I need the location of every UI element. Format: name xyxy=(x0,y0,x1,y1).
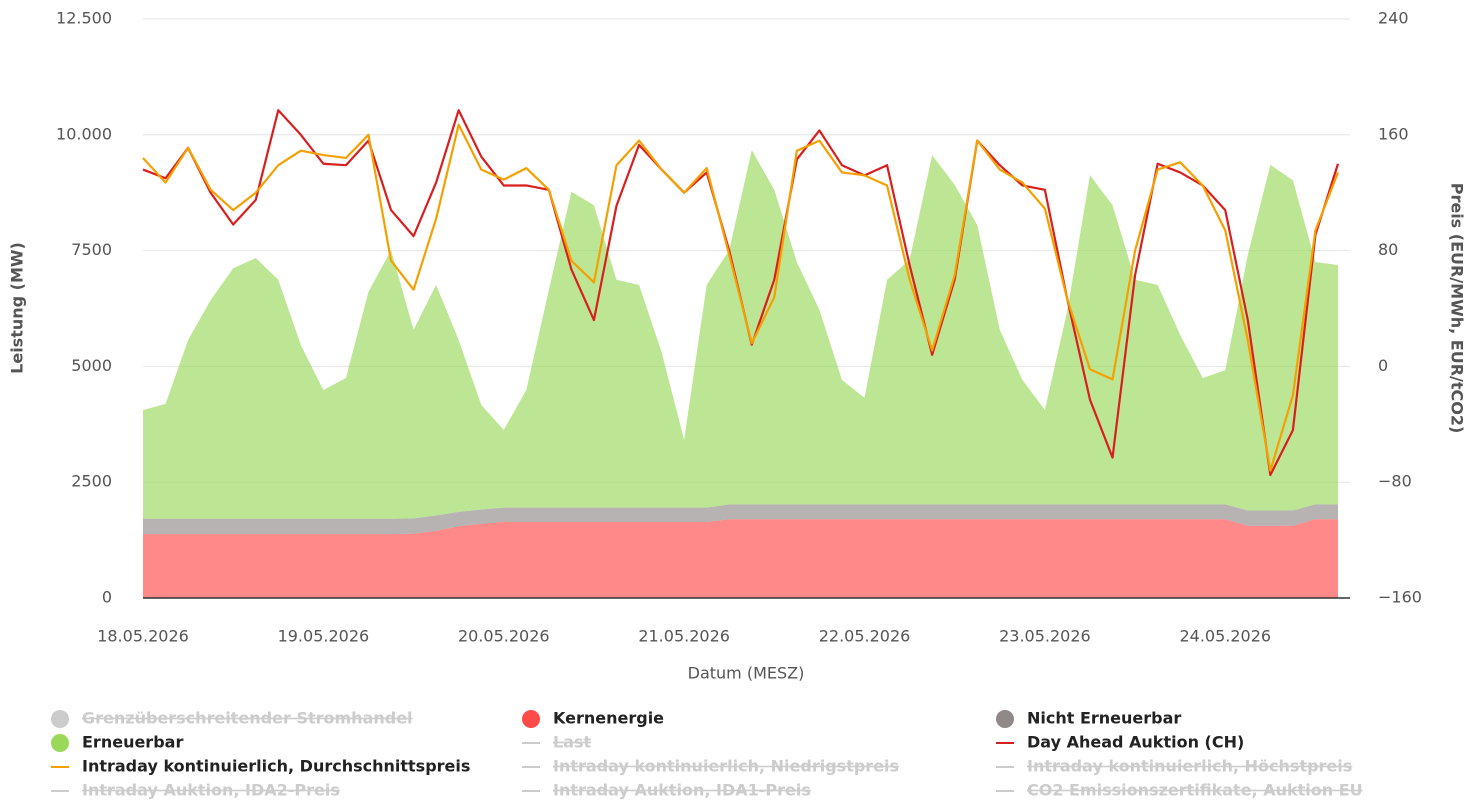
legend-item[interactable]: Last xyxy=(522,733,592,752)
y2-tick-label: 0 xyxy=(1378,356,1388,375)
price-line xyxy=(142,123,1340,472)
x-axis-title: Datum (MESZ) xyxy=(688,664,805,683)
legend-label: Erneuerbar xyxy=(82,733,183,752)
legend-label: Day Ahead Auktion (CH) xyxy=(1027,733,1244,752)
stacked-area xyxy=(143,150,1338,519)
legend-item[interactable]: Intraday kontinuierlich, Höchstpreis xyxy=(996,757,1352,776)
y-axis-title: Leistung (MW) xyxy=(8,242,27,374)
legend-symbol xyxy=(996,710,1014,728)
y-tick-label: 7500 xyxy=(71,240,112,259)
legend-item[interactable]: Erneuerbar xyxy=(51,733,183,753)
x-tick-label: 23.05.2026 xyxy=(999,627,1091,646)
legend-label: Intraday kontinuierlich, Niedrigstpreis xyxy=(553,757,899,776)
y-tick-label: 10.000 xyxy=(56,124,112,143)
legend-label: Intraday kontinuierlich, Durchschnittspr… xyxy=(82,757,470,776)
x-tick-label: 20.05.2026 xyxy=(458,627,550,646)
legend-label: Intraday kontinuierlich, Höchstpreis xyxy=(1027,757,1352,776)
x-tick-label: 24.05.2026 xyxy=(1179,627,1271,646)
legend-item[interactable]: Nicht Erneuerbar xyxy=(996,709,1181,729)
legend-label: Last xyxy=(553,733,592,752)
y-tick-label: 2500 xyxy=(71,472,112,491)
legend-item[interactable]: CO2 Emissionszertifikate, Auktion EU xyxy=(996,781,1363,800)
legend-item[interactable]: Intraday Auktion, IDA1-Preis xyxy=(522,781,811,800)
legend-label: Kernenergie xyxy=(553,709,664,728)
y2-tick-label: −80 xyxy=(1378,472,1412,491)
legend-label: Nicht Erneuerbar xyxy=(1027,709,1181,728)
legend-item[interactable]: Intraday kontinuierlich, Niedrigstpreis xyxy=(522,757,899,776)
x-tick-label: 21.05.2026 xyxy=(638,627,730,646)
stacked-area xyxy=(143,519,1338,598)
legend-item[interactable]: Day Ahead Auktion (CH) xyxy=(996,733,1244,752)
y-tick-label: 12.500 xyxy=(56,9,112,28)
y-tick-label: 5000 xyxy=(71,356,112,375)
legend-label: CO2 Emissionszertifikate, Auktion EU xyxy=(1027,781,1363,800)
legend-item[interactable]: Kernenergie xyxy=(522,709,664,729)
y2-tick-label: 80 xyxy=(1378,240,1398,259)
legend-item[interactable]: Intraday kontinuierlich, Durchschnittspr… xyxy=(51,757,470,776)
areas xyxy=(143,150,1338,598)
legend-item[interactable]: Grenzüberschreitender Stromhandel xyxy=(51,709,413,729)
legend-label: Intraday Auktion, IDA2-Preis xyxy=(82,781,340,800)
legend-label: Grenzüberschreitender Stromhandel xyxy=(82,709,413,728)
legend-symbol xyxy=(51,710,69,728)
legend-label: Intraday Auktion, IDA1-Preis xyxy=(553,781,811,800)
legend-symbol xyxy=(522,710,540,728)
stacked-area xyxy=(143,504,1338,535)
y2-axis-title: Preis (EUR/MWh, EUR/tCO2) xyxy=(1448,183,1467,434)
x-tick-label: 22.05.2026 xyxy=(819,627,911,646)
x-tick-label: 18.05.2026 xyxy=(97,627,189,646)
y2-tick-label: −160 xyxy=(1378,588,1422,607)
legend-item[interactable]: Intraday Auktion, IDA2-Preis xyxy=(51,781,340,800)
x-tick-label: 19.05.2026 xyxy=(278,627,370,646)
legend-symbol xyxy=(51,734,69,752)
y2-tick-label: 160 xyxy=(1378,124,1409,143)
lines xyxy=(142,109,1340,477)
y2-tick-label: 240 xyxy=(1378,9,1409,28)
y-tick-label: 0 xyxy=(102,588,112,607)
